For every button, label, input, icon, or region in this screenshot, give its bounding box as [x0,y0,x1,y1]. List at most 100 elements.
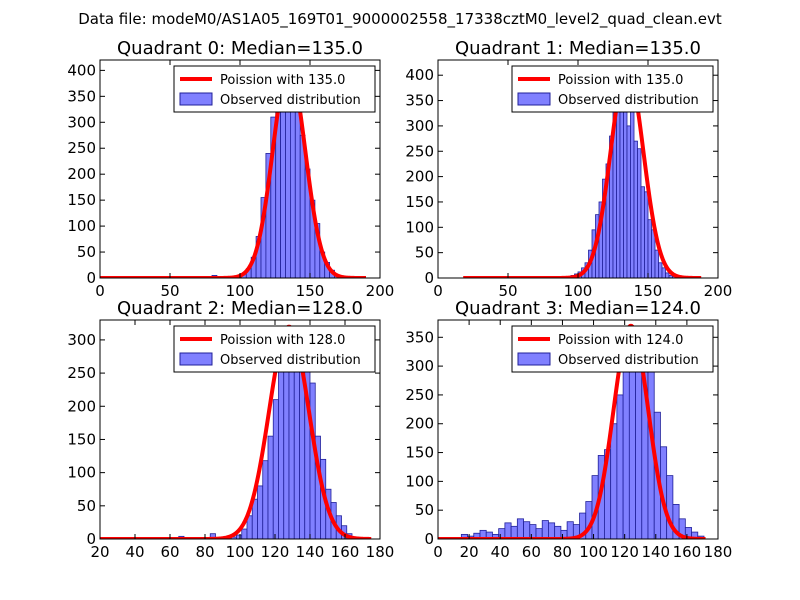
histogram-bars [460,348,705,539]
histogram-bar [616,95,621,278]
y-tick-label: 300 [405,117,434,135]
x-tick-label: 200 [366,282,395,300]
x-tick-label: 120 [261,543,290,561]
x-tick-label: 0 [95,282,105,300]
legend-bar-label: Observed distribution [558,93,699,108]
y-tick-label: 100 [405,218,434,236]
x-tick-label: 40 [491,543,510,561]
legend-bar-label: Observed distribution [220,353,361,368]
y-tick-label: 0 [424,530,434,548]
figure-suptitle: Data file: modeM0/AS1A05_169T01_90000025… [78,10,722,29]
x-tick-label: 140 [641,543,670,561]
y-tick-label: 250 [405,142,434,160]
histogram-bar [647,219,652,278]
y-tick-label: 250 [405,386,434,404]
x-tick-label: 50 [160,282,179,300]
legend-bar-swatch [517,352,551,366]
y-tick-label: 350 [405,328,434,346]
x-tick-label: 150 [634,282,663,300]
histogram-bar [658,262,663,278]
legend-bar-swatch [517,92,551,106]
y-tick-label: 100 [67,464,96,482]
histogram-bar [257,485,264,539]
histogram-bar [236,534,243,539]
y-tick-label: 200 [67,397,96,415]
histogram-bar [635,371,643,539]
histogram-bar [241,528,248,539]
y-tick-label: 0 [424,269,434,287]
x-tick-label: 100 [226,543,255,561]
y-tick-label: 350 [67,87,96,105]
legend-bar-label: Observed distribution [558,353,699,368]
x-tick-label: 20 [460,543,479,561]
histogram-bar [272,399,279,539]
y-tick-label: 300 [405,357,434,375]
histogram-bar [504,522,512,539]
histogram-bar [283,342,290,539]
y-tick-label: 400 [67,61,96,79]
histogram-bar [293,349,300,539]
histogram-bar [267,435,274,539]
x-tick-label: 80 [195,543,214,561]
histogram-bar [691,531,699,539]
x-tick-label: 20 [90,543,109,561]
histogram-bar [262,460,269,539]
subplot-quadrant-0: Quadrant 0: Median=135.0 0 50 100 150 200 0 50 1… [67,38,394,300]
legend-line-label: Poission with 135.0 [558,73,683,88]
x-tick-label: 0 [433,282,443,300]
subplot-title: Quadrant 1: Median=135.0 [455,38,701,59]
y-tick-label: 0 [86,269,96,287]
histogram-bar [610,423,618,539]
y-tick-label: 50 [77,497,96,515]
legend-bar-label: Observed distribution [220,93,361,108]
histogram-bar [628,359,636,539]
y-tick-label: 400 [405,66,434,84]
y-tick-label: 100 [405,472,434,490]
legend: Poission with 128.0 Observed distribution [173,325,376,373]
y-tick-label: 200 [405,415,434,433]
y-tick-label: 150 [405,193,434,211]
x-tick-label: 60 [160,543,179,561]
y-tick-label: 250 [67,139,96,157]
y-tick-label: 50 [415,244,434,262]
histogram-bar [548,522,556,539]
x-tick-label: 120 [610,543,639,561]
histogram-bar [654,249,659,278]
y-tick-label: 350 [405,92,434,110]
y-tick-label: 100 [67,217,96,235]
histogram-bar [644,191,649,278]
x-tick-label: 40 [125,543,144,561]
y-tick-label: 250 [67,364,96,382]
legend: Poission with 124.0 Observed distribution [511,325,714,373]
histogram-bar [523,521,531,539]
x-tick-label: 150 [296,282,325,300]
subplot-quadrant-1: Quadrant 1: Median=135.0 0 50 100 150 200 0 50 1… [405,38,732,300]
poisson-line [438,323,707,539]
histogram-bar [309,382,316,539]
histogram-bar [529,524,537,539]
histogram-bar [289,85,296,278]
y-tick-label: 50 [415,501,434,519]
subplot-quadrant-3: Quadrant 3: Median=124.00 20 40 60 80 100 120 1… [405,298,732,561]
y-tick-label: 150 [405,444,434,462]
histogram-bar [665,272,670,278]
y-tick-label: 300 [67,331,96,349]
histogram-bar [541,520,549,539]
y-tick-label: 200 [67,165,96,183]
legend-line-label: Poission with 135.0 [220,73,345,88]
histogram-bar [626,125,631,278]
x-tick-label: 50 [498,282,517,300]
x-tick-label: 140 [296,543,325,561]
axes-frame [437,319,719,540]
legend: Poission with 135.0 Observed distribution [511,65,714,113]
poisson-line [461,65,703,278]
x-tick-label: 160 [331,543,360,561]
x-tick-label: 100 [579,543,608,561]
subplot-quadrant-2: Quadrant 2: Median=128.0 20 40 60 80 100 120 14… [67,298,394,561]
x-tick-label: 80 [553,543,572,561]
legend-bar-swatch [179,92,213,106]
x-tick-label: 160 [673,543,702,561]
legend: Poission with 135.0 Observed distribution [173,65,376,113]
x-tick-label: 60 [522,543,541,561]
